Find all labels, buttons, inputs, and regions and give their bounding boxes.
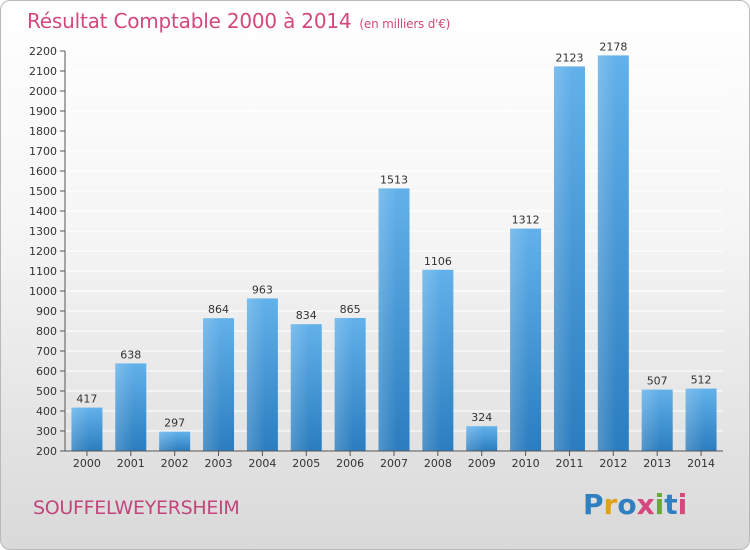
y-tick-label: 200 [36,445,57,458]
y-tick-label: 800 [36,325,57,338]
logo-letter: r [603,488,618,521]
x-tick-label: 2011 [555,457,583,470]
data-label-2014: 512 [691,374,712,387]
bar-highlight [685,388,717,451]
bar-highlight [378,188,410,451]
y-tick-label: 1800 [29,125,57,138]
x-tick-label: 2012 [599,457,627,470]
data-label-2007: 1513 [380,173,408,186]
y-tick-label: 900 [36,305,57,318]
x-tick-label: 2005 [292,457,320,470]
y-axis: 200 300 400 500 600 700 800 900 1000 1100 1200 1300… [29,45,66,458]
y-tick-label: 700 [36,345,57,358]
bar-highlight [466,426,498,451]
data-label-2006: 865 [340,303,361,316]
y-tick-label: 1500 [29,185,57,198]
data-label-2003: 864 [208,303,229,316]
data-label-2001: 638 [120,348,141,361]
data-label-2009: 324 [471,411,492,424]
data-label-2002: 297 [164,417,185,430]
x-tick-label: 2006 [336,457,364,470]
y-tick-label: 2200 [29,45,57,58]
x-tick-label: 2010 [512,457,540,470]
commune-name: SOUFFELWEYERSHEIM [33,497,240,519]
y-tick-label: 1700 [29,145,57,158]
data-label-2008: 1106 [424,255,452,268]
y-tick-label: 1400 [29,205,57,218]
y-tick-label: 1200 [29,245,57,258]
x-tick-label: 2004 [248,457,276,470]
data-label-2010: 1312 [512,214,540,227]
logo-letter: i [654,488,665,521]
x-tick-label: 2008 [424,457,452,470]
bar-highlight [334,318,366,451]
bar-highlight [553,66,585,452]
x-tick-label: 2003 [205,457,233,470]
y-tick-label: 300 [36,425,57,438]
bar-highlight [246,298,278,451]
y-tick-label: 2000 [29,85,57,98]
x-tick-label: 2002 [161,457,189,470]
data-label-2012: 2178 [599,40,627,53]
x-tick-label: 2013 [643,457,671,470]
data-label-2013: 507 [647,375,668,388]
data-label-2011: 2123 [555,51,583,64]
logo-letter: t [664,488,678,521]
x-tick-label: 2009 [468,457,496,470]
data-label-2004: 963 [252,283,273,296]
y-tick-label: 500 [36,385,57,398]
y-tick-label: 1600 [29,165,57,178]
proxiti-logo: Proxiti [583,488,687,521]
bars: 417 638 297 864 963 834 865 1513 1106 324 1312 2123… [71,40,717,452]
data-label-2005: 834 [296,309,317,322]
x-axis: 2000 2001 2002 2003 2004 2005 2006 2007 2008 2009… [65,450,723,470]
bar-highlight [203,318,235,451]
bar-highlight [71,407,103,451]
logo-letter: i [677,488,688,521]
y-tick-label: 1300 [29,225,57,238]
y-tick-label: 2100 [29,65,57,78]
y-tick-label: 400 [36,405,57,418]
y-tick-label: 1000 [29,285,57,298]
logo-letter: o [617,488,637,521]
x-tick-label: 2014 [687,457,715,470]
y-tick-label: 600 [36,365,57,378]
y-tick-label: 1900 [29,105,57,118]
chart-subtitle: (en milliers d'€) [359,17,451,31]
chart-title: Résultat Comptable 2000 à 2014 (en millie… [27,9,450,33]
bar-highlight [422,269,454,451]
bar-highlight [290,324,322,451]
y-tick-label: 1100 [29,265,57,278]
bar-highlight [641,389,673,451]
x-tick-label: 2001 [117,457,145,470]
logo-letter: P [583,488,604,521]
chart-title-text: Résultat Comptable 2000 à 2014 [27,9,352,33]
bar-highlight [159,431,191,451]
data-label-2000: 417 [76,393,97,406]
bar-highlight [115,363,147,451]
x-tick-label: 2000 [73,457,101,470]
x-tick-label: 2007 [380,457,408,470]
bar-highlight [510,228,542,451]
bar-highlight [597,55,629,452]
logo-letter: x [636,488,655,521]
